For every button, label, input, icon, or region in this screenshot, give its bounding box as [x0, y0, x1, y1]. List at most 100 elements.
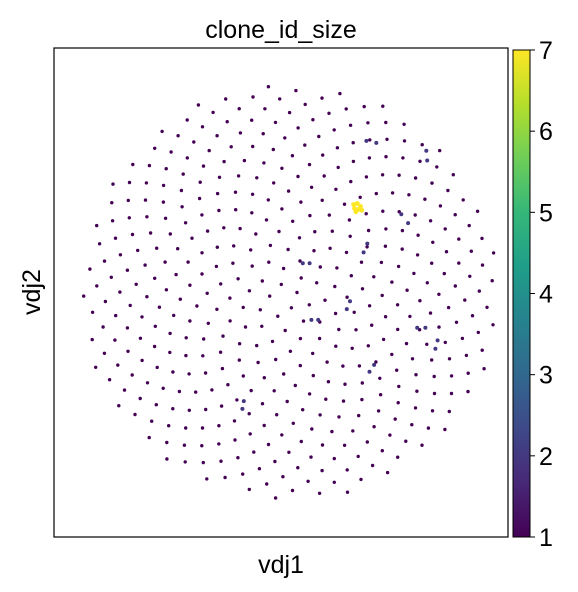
data-point	[187, 408, 191, 412]
data-point	[338, 91, 342, 96]
data-point	[357, 364, 362, 368]
data-point	[118, 253, 123, 257]
colorbar-tick-label: 2	[539, 443, 553, 471]
data-point	[205, 291, 209, 295]
data-point	[341, 364, 345, 368]
data-point	[383, 315, 388, 319]
data-point	[299, 439, 303, 444]
data-point	[428, 311, 433, 315]
data-point	[453, 213, 457, 217]
data-point	[467, 223, 471, 228]
data-point	[201, 460, 205, 465]
data-point	[464, 353, 469, 358]
data-point	[273, 496, 278, 500]
data-point	[457, 237, 461, 241]
data-point	[475, 209, 480, 213]
data-point	[446, 305, 451, 310]
data-point	[443, 427, 447, 432]
data-point	[161, 183, 166, 188]
data-point	[187, 372, 191, 376]
data-point	[397, 173, 401, 177]
data-point	[286, 247, 290, 252]
data-point	[148, 231, 153, 235]
data-point	[113, 338, 117, 342]
data-point	[295, 290, 299, 295]
colorbar-tick-label: 3	[539, 362, 553, 390]
data-point	[320, 198, 324, 202]
data-point	[110, 201, 114, 205]
data-point	[330, 229, 334, 233]
data-point	[218, 350, 223, 354]
data-point	[171, 407, 175, 411]
data-point	[325, 360, 329, 364]
data-point	[264, 218, 269, 222]
data-point	[296, 466, 300, 470]
data-point	[286, 189, 291, 193]
data-point	[390, 191, 395, 195]
data-point	[449, 391, 454, 396]
data-point	[256, 360, 260, 365]
data-point	[154, 403, 158, 407]
data-point	[367, 156, 372, 160]
data-point	[370, 323, 374, 327]
data-point	[485, 305, 489, 309]
data-point	[160, 129, 164, 134]
data-point	[324, 397, 328, 401]
data-point	[237, 342, 242, 346]
data-point	[242, 158, 247, 163]
data-point	[176, 247, 180, 251]
data-point	[320, 96, 324, 100]
data-point	[260, 402, 265, 406]
colorbar-ticks: 1 2 3 4 5 6 7	[530, 37, 553, 552]
data-point	[178, 297, 182, 301]
data-point	[145, 381, 150, 385]
data-point	[453, 284, 457, 288]
data-point	[482, 367, 486, 371]
data-point	[95, 223, 99, 228]
data-point	[378, 393, 383, 397]
data-point	[396, 455, 400, 459]
data-point	[301, 319, 306, 323]
data-point	[337, 327, 341, 332]
data-point	[360, 397, 364, 402]
data-point	[430, 181, 434, 185]
data-point	[136, 248, 140, 253]
data-point	[167, 424, 171, 428]
cluster-point	[423, 325, 428, 330]
data-point	[168, 350, 172, 355]
data-point	[255, 343, 259, 348]
data-point	[283, 328, 287, 333]
data-point	[366, 344, 370, 348]
data-point	[396, 327, 400, 332]
data-point	[236, 174, 241, 178]
data-point	[287, 450, 291, 454]
data-point	[461, 198, 465, 202]
data-point	[206, 321, 210, 325]
data-point	[480, 263, 485, 267]
cluster-point	[433, 346, 438, 351]
data-point	[147, 163, 152, 168]
data-point	[164, 288, 169, 292]
data-point	[466, 389, 470, 394]
data-point	[181, 172, 185, 176]
data-point	[438, 148, 442, 153]
data-point	[176, 134, 180, 138]
data-point	[95, 284, 99, 288]
data-point	[431, 240, 435, 244]
data-point	[204, 407, 208, 412]
data-point	[307, 303, 311, 307]
data-point	[288, 349, 293, 353]
data-point	[463, 298, 467, 302]
data-point	[280, 207, 284, 211]
data-point	[270, 339, 275, 344]
data-point	[469, 249, 473, 253]
data-point	[413, 213, 417, 217]
data-point	[395, 303, 400, 307]
data-point	[145, 295, 149, 299]
data-point	[143, 263, 147, 267]
data-point	[260, 324, 264, 328]
data-point	[185, 118, 189, 122]
data-point	[306, 479, 310, 483]
data-point	[190, 236, 194, 240]
